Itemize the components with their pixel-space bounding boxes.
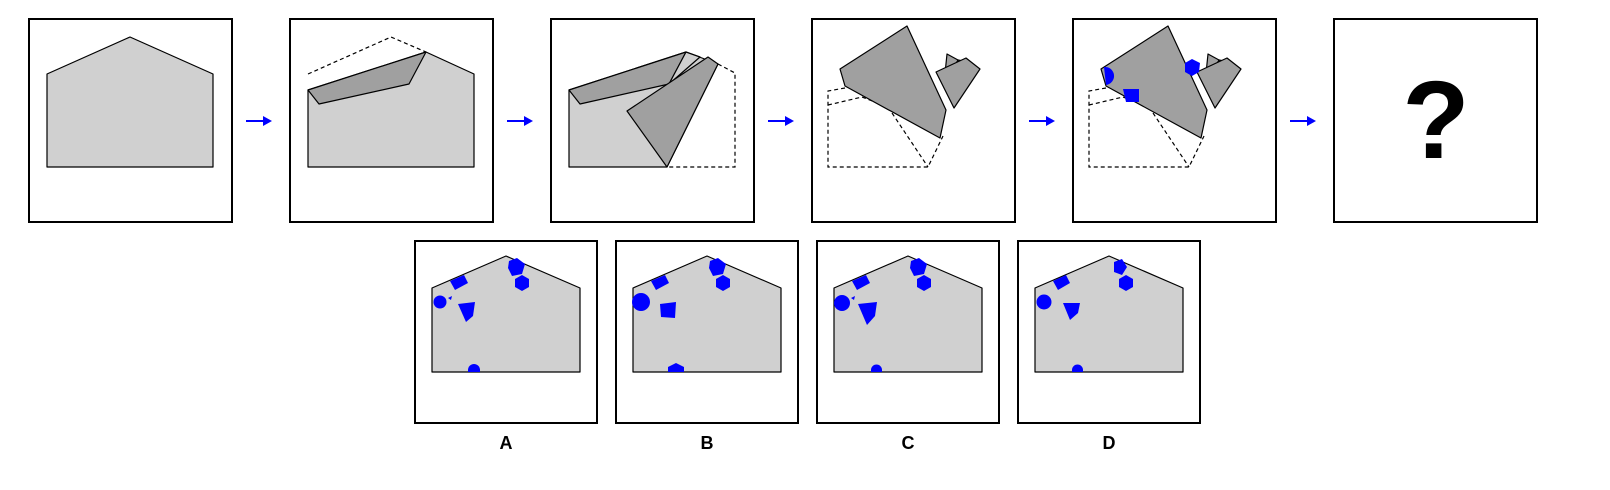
arrow-1	[246, 116, 272, 126]
option-d-mark-6	[1072, 364, 1083, 372]
step-5-flap-back-3	[1196, 57, 1242, 109]
step-1-panel	[28, 18, 233, 223]
option-b-paper	[632, 255, 782, 373]
step-4-flap-back-3	[935, 57, 981, 109]
option-d-mark-4	[1114, 259, 1127, 275]
step-3-fold-outline	[667, 63, 736, 168]
option-c-mark-4	[858, 302, 877, 325]
step-1-paper	[46, 36, 214, 168]
option-d-mark-5	[1119, 275, 1133, 291]
option-d-label: D	[1103, 433, 1116, 453]
step-5-hexagon-mark	[1185, 59, 1200, 76]
option-c-mark-2	[834, 295, 850, 311]
step-6-panel: ?	[1333, 18, 1538, 223]
arrow-4	[1029, 116, 1055, 126]
arrow-5	[1290, 116, 1316, 126]
step-2-flap	[307, 51, 427, 105]
arrow-2	[507, 116, 533, 126]
option-b-label: B	[701, 433, 714, 453]
option-b-mark-2	[632, 293, 650, 311]
step-5-square-mark	[1123, 89, 1139, 102]
option-c-paper	[833, 255, 983, 373]
step-4-main-layer	[839, 25, 947, 139]
step-6-frame	[1333, 18, 1538, 223]
option-c-mark-6	[917, 275, 931, 291]
option-d-mark-2	[1036, 294, 1052, 310]
option-d-mark-3	[1063, 303, 1080, 320]
option-a-mark-1	[450, 275, 468, 290]
option-c-mark-1	[852, 275, 870, 290]
option-c-label: C	[902, 433, 915, 453]
option-b-mark-5	[716, 275, 730, 291]
option-a-mark-5	[508, 258, 525, 276]
option-b-mark-4	[709, 258, 726, 276]
step-3-flap-b	[626, 56, 719, 168]
option-a-label: A	[500, 433, 513, 453]
step-5-panel	[1072, 18, 1277, 223]
step-4-panel	[811, 18, 1016, 223]
option-b-mark-6	[668, 363, 684, 372]
step-5-fold-outline-a	[1088, 87, 1205, 168]
option-a-mark-2	[433, 295, 447, 309]
option-a-mark-6	[515, 275, 529, 291]
question-mark: ?	[1402, 59, 1469, 182]
step-4-fold-outline-b	[827, 96, 929, 168]
option-a-mark-4	[458, 302, 475, 322]
step-5-half-circle-mark	[1104, 66, 1115, 85]
option-d-paper	[1034, 255, 1184, 373]
step-2-fold-outline	[307, 36, 427, 75]
option-d[interactable]	[1017, 240, 1201, 424]
option-b[interactable]	[615, 240, 799, 424]
option-a[interactable]	[414, 240, 598, 424]
option-b-mark-3	[660, 302, 676, 318]
option-c-mark-7	[871, 364, 882, 372]
option-c-mark-3	[851, 296, 855, 300]
option-c[interactable]	[816, 240, 1000, 424]
option-a-mark-7	[468, 364, 480, 372]
step-2-panel	[289, 18, 494, 223]
option-b-mark-1	[651, 275, 669, 290]
step-3-panel	[550, 18, 755, 223]
step-5-main-layer	[1100, 25, 1208, 139]
option-a-paper	[431, 255, 581, 373]
step-4-fold-outline-a	[827, 87, 944, 168]
option-d-mark-1	[1053, 275, 1070, 290]
option-c-mark-5	[910, 258, 927, 276]
step-3-sliver	[668, 51, 701, 85]
arrow-3	[768, 116, 794, 126]
option-a-mark-3	[448, 296, 452, 300]
step-5-fold-outline-b	[1088, 96, 1190, 168]
